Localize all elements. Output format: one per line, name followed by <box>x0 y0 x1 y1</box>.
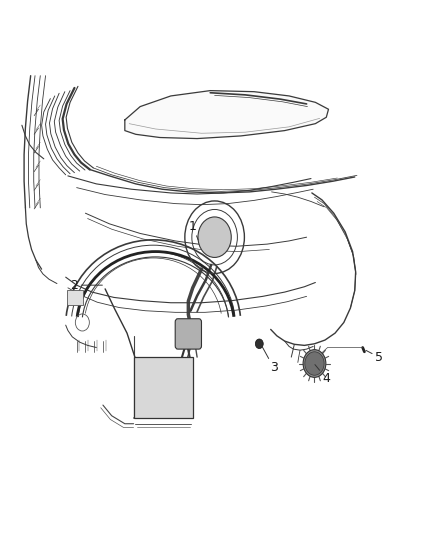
Circle shape <box>303 350 326 377</box>
Text: 2: 2 <box>71 279 102 292</box>
FancyBboxPatch shape <box>134 357 193 418</box>
FancyBboxPatch shape <box>67 290 83 305</box>
Text: 5: 5 <box>366 350 383 364</box>
FancyBboxPatch shape <box>175 319 201 349</box>
Circle shape <box>305 352 324 375</box>
Circle shape <box>255 339 263 349</box>
Polygon shape <box>125 91 328 139</box>
Text: 1: 1 <box>189 220 198 240</box>
Text: 4: 4 <box>315 365 330 385</box>
Circle shape <box>198 217 231 257</box>
Text: 3: 3 <box>262 346 278 374</box>
